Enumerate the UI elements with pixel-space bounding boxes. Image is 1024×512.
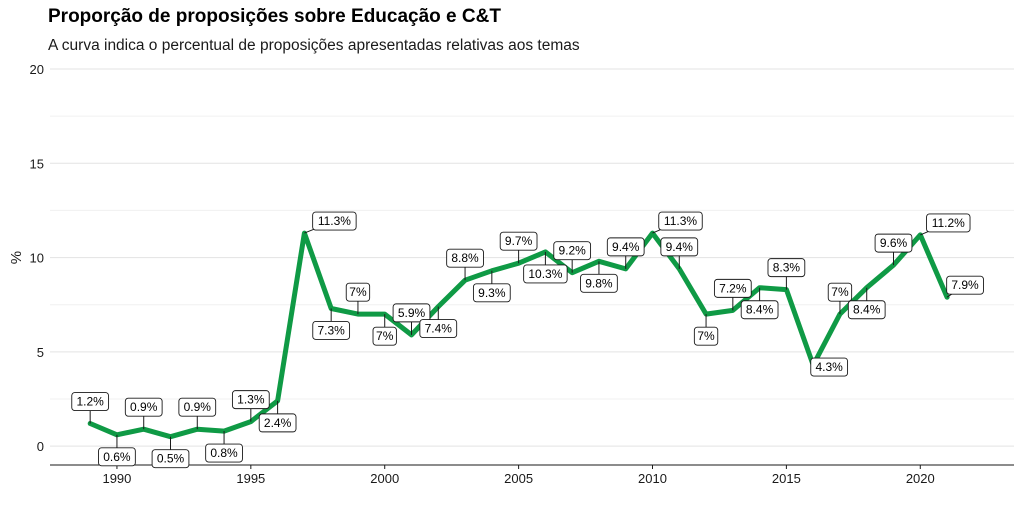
data-label: 0.8% — [210, 446, 238, 460]
chart-title: Proporção de proposições sobre Educação … — [48, 6, 501, 27]
data-label: 7.9% — [951, 278, 979, 292]
data-label-box — [523, 264, 568, 284]
data-label-box — [98, 447, 136, 467]
data-label: 9.4% — [666, 240, 694, 254]
data-label: 7% — [831, 285, 849, 299]
y-tick-label: 20 — [30, 62, 44, 77]
data-label: 7.3% — [317, 323, 345, 337]
data-label-box — [312, 211, 357, 231]
data-label: 11.3% — [664, 214, 697, 228]
data-label: 8.4% — [746, 303, 774, 317]
data-label-box — [178, 397, 217, 417]
data-label-box — [606, 237, 645, 257]
data-label-box — [658, 211, 703, 231]
data-label: 7% — [376, 329, 394, 343]
data-label: 5.9% — [398, 306, 426, 320]
data-label-box — [258, 413, 297, 433]
data-label-box — [419, 319, 458, 339]
x-tick-label: 2010 — [638, 471, 667, 486]
data-label-box — [874, 233, 913, 253]
axes: 0 5 10 15 20 1990 1995 2000 2005 2010 2015 2020% — [8, 62, 1014, 486]
x-tick-label: 1990 — [102, 471, 131, 486]
data-label-box — [151, 449, 190, 469]
data-label: 7% — [349, 285, 367, 299]
data-labels: 1.2% 0.6% 0.9% 0.5% 0.9% 0.8% 1.3% 2.4% 11.3% 7.3… — [71, 211, 984, 469]
data-label: 1.3% — [237, 393, 265, 407]
data-label-box — [827, 282, 853, 302]
data-label: 7.4% — [425, 322, 453, 336]
data-label-box — [946, 275, 984, 295]
y-axis-label: % — [8, 251, 25, 264]
data-label: 9.8% — [585, 276, 613, 290]
data-label: 9.4% — [612, 240, 640, 254]
series-line-group — [87, 230, 950, 440]
data-label: 8.8% — [451, 251, 479, 265]
data-label: 9.2% — [558, 244, 586, 258]
data-label: 10.3% — [528, 267, 562, 281]
series-line — [87, 230, 950, 440]
data-label: 0.5% — [157, 452, 185, 466]
data-label-box — [446, 248, 484, 268]
data-label-box — [472, 283, 511, 303]
data-label-box — [231, 390, 270, 410]
data-label: 8.4% — [853, 303, 881, 317]
data-label: 1.2% — [76, 395, 104, 409]
chart-subtitle: A curva indica o percentual de proposiçõ… — [48, 37, 580, 54]
data-label-box — [553, 241, 592, 261]
data-label: 8.3% — [773, 261, 801, 275]
data-label: 11.3% — [318, 214, 351, 228]
data-label: 7.2% — [719, 281, 747, 295]
data-label-box — [713, 278, 752, 298]
data-label-box — [926, 213, 971, 233]
data-label-box — [847, 300, 886, 320]
data-label: 0.9% — [130, 400, 158, 414]
data-label-box — [767, 258, 806, 278]
data-label: 11.2% — [932, 216, 965, 230]
data-label-box — [205, 443, 243, 463]
data-label-box — [660, 237, 699, 257]
y-tick-label: 5 — [37, 345, 44, 360]
data-label-box — [71, 392, 110, 411]
data-label-box — [392, 303, 431, 323]
x-tick-label: 1995 — [236, 471, 265, 486]
x-tick-label: 2020 — [906, 471, 935, 486]
x-tick-label: 2015 — [772, 471, 801, 486]
y-tick-label: 10 — [30, 251, 44, 266]
data-label: 9.6% — [880, 236, 908, 250]
data-label: 2.4% — [264, 416, 292, 430]
y-tick-label: 15 — [30, 156, 44, 171]
data-label-box — [124, 397, 163, 417]
data-label: 0.9% — [184, 400, 212, 414]
data-label-box — [312, 321, 351, 340]
data-label: 9.3% — [478, 286, 506, 300]
data-label-box — [345, 282, 371, 302]
data-label-box — [693, 326, 719, 346]
data-label: 4.3% — [815, 360, 843, 374]
x-tick-label: 2005 — [504, 471, 533, 486]
data-label-box — [499, 231, 538, 251]
data-label: 7% — [697, 329, 715, 343]
data-label-box — [580, 273, 618, 293]
data-label-box — [372, 326, 397, 346]
y-tick-label: 0 — [37, 439, 44, 454]
data-label: 0.6% — [103, 450, 131, 464]
data-label: 9.7% — [505, 234, 533, 248]
x-tick-label: 2000 — [370, 471, 399, 486]
data-label-box — [810, 357, 849, 377]
data-label-box — [740, 300, 779, 320]
